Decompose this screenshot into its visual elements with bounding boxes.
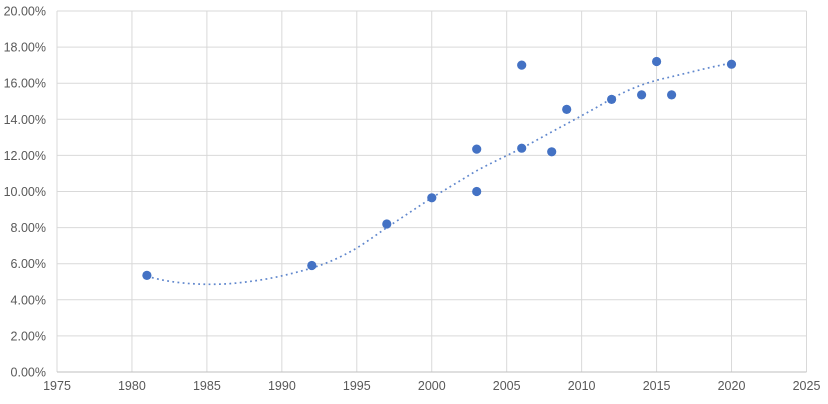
gridlines bbox=[56, 10, 807, 372]
y-axis-tick-label: 4.00% bbox=[11, 293, 46, 307]
y-axis-tick-label: 2.00% bbox=[11, 329, 46, 343]
x-axis-tick-label: 2010 bbox=[568, 379, 596, 393]
data-point[interactable] bbox=[142, 270, 152, 280]
y-axis-tick-label: 12.00% bbox=[4, 149, 46, 163]
x-axis-tick-label: 1975 bbox=[43, 379, 71, 393]
data-point[interactable] bbox=[726, 59, 737, 69]
x-axis-tick-label: 2025 bbox=[793, 379, 821, 393]
x-axis-tick-label: 1990 bbox=[268, 379, 296, 393]
y-axis-tick-label: 14.00% bbox=[4, 113, 46, 127]
data-point[interactable] bbox=[652, 56, 662, 67]
y-axis-tick-label: 10.00% bbox=[4, 185, 46, 199]
data-point[interactable] bbox=[607, 94, 617, 104]
x-axis-tick-label: 2015 bbox=[643, 379, 671, 393]
data-point[interactable] bbox=[547, 147, 557, 157]
data-point[interactable] bbox=[517, 60, 527, 70]
trendline-path[interactable] bbox=[146, 62, 732, 286]
y-axis-tick-label: 20.00% bbox=[4, 5, 46, 19]
data-point[interactable] bbox=[472, 144, 482, 154]
y-axis-tick-label: 0.00% bbox=[11, 366, 46, 380]
x-axis-tick-label: 2005 bbox=[493, 379, 521, 393]
trendline[interactable] bbox=[146, 62, 732, 286]
data-point[interactable] bbox=[382, 219, 392, 229]
y-axis-tick-label: 6.00% bbox=[11, 257, 46, 271]
y-axis-tick-label: 18.00% bbox=[4, 41, 46, 55]
data-point[interactable] bbox=[307, 260, 317, 271]
y-axis-tick-label: 8.00% bbox=[11, 221, 46, 235]
x-axis-tick-label: 2000 bbox=[418, 379, 446, 393]
x-axis-tick-label: 1985 bbox=[193, 379, 221, 393]
data-point[interactable] bbox=[562, 104, 572, 114]
data-point[interactable] bbox=[427, 193, 437, 203]
data-point[interactable] bbox=[472, 186, 482, 197]
data-point[interactable] bbox=[637, 90, 647, 100]
x-axis-tick-label: 1995 bbox=[343, 379, 371, 393]
data-point[interactable] bbox=[517, 143, 527, 153]
x-axis-tick-labels: 1975 1980 1985 1990 1995 2000 2005 2010 2015 2020… bbox=[43, 379, 820, 393]
data-point[interactable] bbox=[667, 90, 677, 100]
y-axis-tick-labels: 0.00% 2.00% 4.00% 6.00% 8.00% 10.00% 12.00% 14.… bbox=[4, 5, 46, 380]
y-axis-tick-label: 16.00% bbox=[4, 77, 46, 91]
data-points[interactable] bbox=[142, 56, 737, 280]
x-axis-tick-label: 1980 bbox=[118, 379, 146, 393]
x-axis-tick-label: 2020 bbox=[718, 379, 746, 393]
